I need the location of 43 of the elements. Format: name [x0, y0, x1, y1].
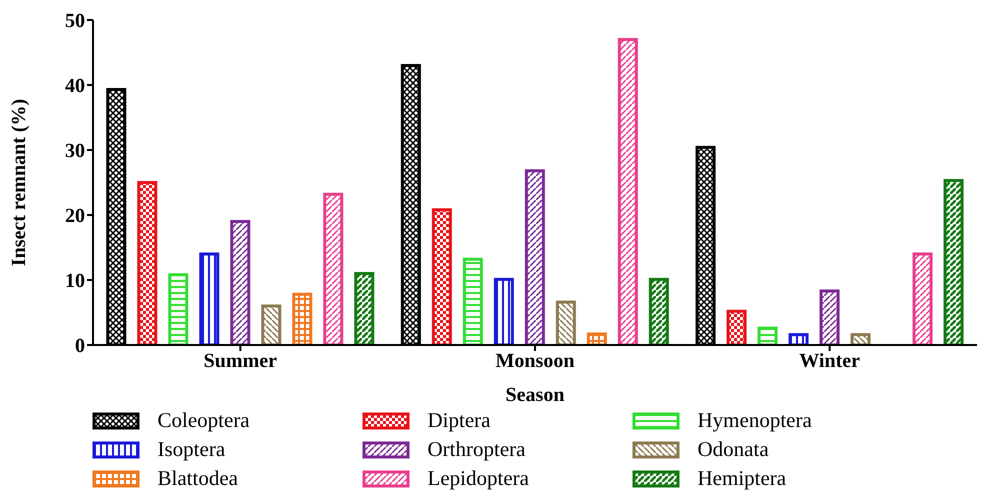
legend-label: Hemiptera [698, 466, 786, 491]
legend-label: Hymenoptera [698, 408, 812, 433]
bar [788, 333, 809, 345]
bar [820, 290, 840, 345]
y-tick-label: 20 [65, 205, 85, 228]
y-tick-label: 40 [65, 75, 85, 98]
legend-label: Blattodea [158, 466, 238, 491]
bar [168, 273, 188, 345]
bar [292, 292, 312, 345]
bar [524, 169, 545, 345]
legend-label: Isoptera [158, 437, 226, 462]
bar [850, 333, 871, 345]
bar [137, 181, 158, 345]
bar [462, 258, 483, 345]
bar [494, 278, 514, 345]
legend-label: Orthroptera [428, 437, 526, 462]
bar [261, 304, 282, 345]
bar [432, 208, 452, 345]
x-tick-label: Monsoon [496, 350, 574, 372]
y-tick-label: 50 [65, 10, 85, 32]
bar [944, 179, 964, 345]
bar [618, 38, 638, 345]
bar [726, 310, 747, 345]
x-tick-label: Winter [799, 350, 860, 372]
x-axis-title: Season [506, 384, 564, 406]
bar [230, 220, 250, 345]
y-axis-title: Insect remnant (%) [8, 98, 30, 266]
legend-label: Coleoptera [158, 408, 250, 433]
bar [199, 252, 220, 345]
legend-label: Odonata [698, 437, 769, 462]
bar [354, 272, 374, 345]
bar [758, 326, 778, 345]
y-tick-label: 30 [65, 140, 85, 162]
legend-label: Lepidoptera [428, 466, 529, 491]
bar [586, 332, 607, 345]
x-tick-label: Summer [204, 350, 278, 372]
bar [323, 192, 344, 345]
y-tick-label: 0 [75, 335, 85, 358]
bar [648, 278, 669, 345]
y-tick-label: 10 [65, 270, 85, 292]
legend-label: Diptera [428, 408, 490, 433]
bar [556, 300, 576, 345]
bar [912, 252, 933, 345]
